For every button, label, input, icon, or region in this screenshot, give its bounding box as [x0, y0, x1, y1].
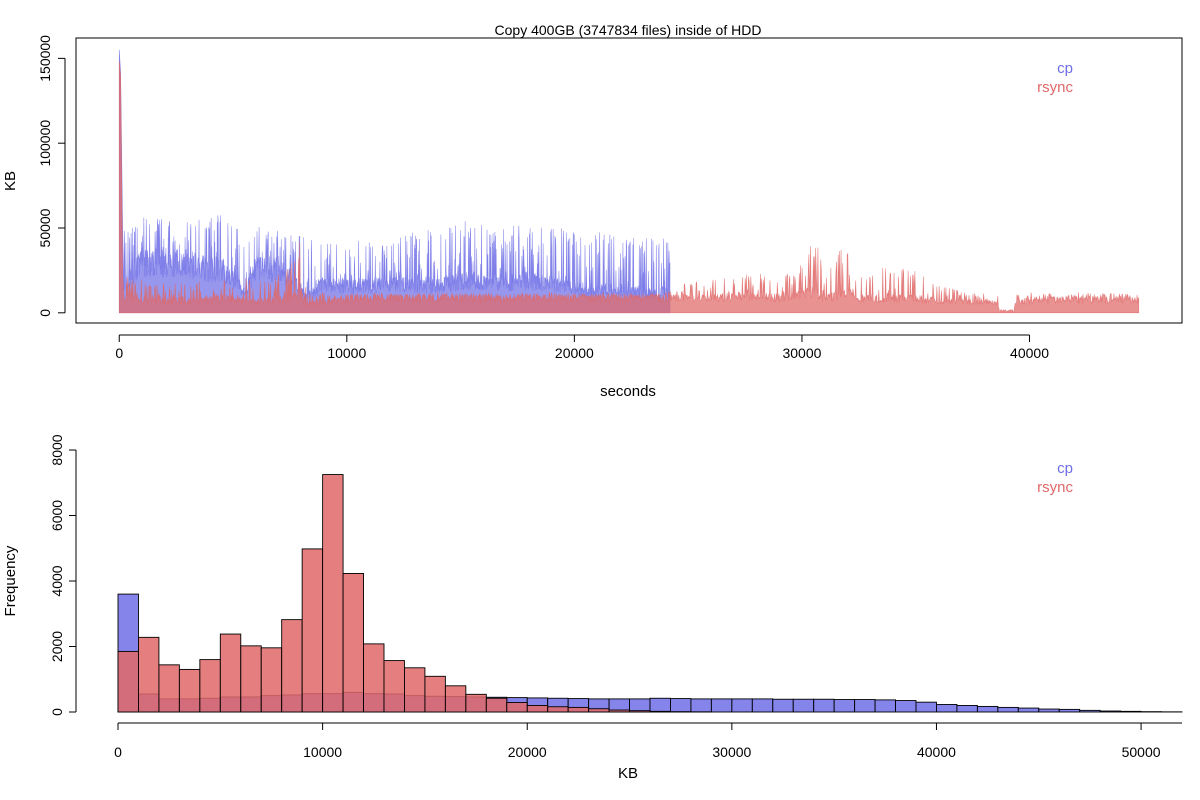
- bar-cp: [731, 698, 753, 713]
- x-tick-label: 30000: [782, 345, 821, 361]
- x-axis: 0 10000 20000 30000 40000: [115, 334, 1049, 361]
- histogram-plot-area: [117, 474, 1183, 713]
- x-tick-label: 20000: [508, 744, 547, 760]
- bar-rsync: [547, 706, 569, 713]
- x-tick-label: 0: [115, 345, 123, 361]
- time-series-plot-area: [118, 49, 1140, 314]
- histogram-panel: 0 10000 20000 30000 40000 50000 0 2000 4000 6000…: [2, 434, 1183, 782]
- x-tick-label: 20000: [555, 345, 594, 361]
- bar-cp: [670, 698, 692, 713]
- bar-cp: [1017, 707, 1040, 713]
- bar-rsync: [649, 710, 671, 713]
- x-tick-label: 50000: [1122, 744, 1161, 760]
- bar-cp: [976, 705, 999, 713]
- bar-rsync: [301, 548, 324, 713]
- series-cp: [118, 49, 671, 314]
- bar-cp: [936, 704, 958, 713]
- y-tick-label: 150000: [37, 35, 53, 82]
- bar-rsync: [199, 659, 221, 713]
- bar-cp: [997, 706, 1019, 713]
- bar-rsync: [322, 474, 344, 713]
- bar-cp: [751, 698, 774, 713]
- x-axis-title: seconds: [600, 383, 656, 400]
- bar-cp: [956, 705, 978, 713]
- bar-rsync: [526, 705, 549, 713]
- bar-rsync: [404, 667, 426, 713]
- y-tick-label: 4000: [49, 565, 65, 596]
- bar-rsync: [138, 636, 160, 713]
- x-tick-label: 40000: [917, 744, 956, 760]
- x-tick-label: 10000: [303, 744, 342, 760]
- y-axis: 0 50000 100000 150000: [37, 35, 66, 317]
- bar-cp: [772, 698, 794, 713]
- bar-cp: [1079, 709, 1101, 713]
- legend: cp rsync: [1037, 460, 1073, 496]
- bar-rsync: [444, 685, 467, 713]
- y-tick-label: 0: [37, 309, 53, 317]
- x-tick-label: 40000: [1010, 345, 1049, 361]
- bar-cp: [649, 697, 671, 713]
- plot-frame: [75, 37, 1183, 324]
- x-axis: 0 10000 20000 30000 40000 50000: [114, 722, 1182, 760]
- bar-rsync: [608, 709, 630, 713]
- bar-cp: [895, 700, 917, 713]
- bar-cp: [854, 699, 876, 713]
- bar-rsync: [219, 633, 242, 713]
- legend: cp rsync: [1037, 60, 1073, 96]
- bar-cp: [813, 698, 835, 713]
- legend-entry-rsync: rsync: [1037, 479, 1073, 496]
- x-tick-label: 30000: [712, 744, 751, 760]
- y-axis-title: Frequency: [2, 545, 19, 616]
- bar-rsync: [506, 702, 528, 713]
- y-tick-label: 8000: [49, 434, 65, 465]
- legend-entry-cp: cp: [1057, 60, 1073, 77]
- bar-cp: [710, 698, 733, 713]
- bar-rsync: [240, 645, 262, 713]
- series-rsync: [118, 61, 1140, 314]
- y-tick-label: 2000: [49, 631, 65, 662]
- x-axis-title: KB: [618, 765, 638, 782]
- bar-rsync: [567, 706, 590, 713]
- bar-cp: [792, 698, 815, 713]
- legend-entry-cp: cp: [1057, 460, 1073, 477]
- bar-rsync: [465, 693, 487, 713]
- y-tick-label: 100000: [37, 120, 53, 167]
- bar-cp: [1099, 710, 1122, 713]
- chart-title: Copy 400GB (3747834 files) inside of HDD: [495, 22, 762, 38]
- bar-rsync: [158, 664, 180, 713]
- y-tick-label: 50000: [37, 208, 53, 247]
- bar-rsync: [383, 660, 405, 713]
- time-series-panel: Copy 400GB (3747834 files) inside of HDD…: [2, 22, 1183, 400]
- bar-cp: [833, 699, 856, 713]
- bar-cp: [690, 698, 712, 713]
- bar-rsync: [260, 647, 283, 713]
- bar-rsync: [629, 710, 651, 713]
- bar-cp: [629, 698, 651, 713]
- y-tick-label: 0: [49, 708, 65, 716]
- y-tick-label: 6000: [49, 500, 65, 531]
- bar-rsync: [178, 668, 201, 713]
- bar-rsync: [342, 573, 364, 713]
- bar-rsync: [363, 643, 385, 713]
- bar-rsync: [424, 675, 446, 713]
- x-tick-label: 10000: [327, 345, 366, 361]
- legend-entry-rsync: rsync: [1037, 79, 1073, 96]
- bars-rsync: [117, 474, 712, 713]
- bar-rsync: [117, 650, 139, 713]
- y-axis-title: KB: [2, 171, 19, 191]
- bar-cp: [1058, 708, 1081, 713]
- x-tick-label: 0: [114, 744, 122, 760]
- y-axis: 0 2000 4000 6000 8000: [49, 434, 77, 716]
- bar-rsync: [588, 708, 610, 713]
- bar-cp: [915, 701, 937, 713]
- bar-cp: [874, 699, 896, 713]
- bar-rsync: [485, 697, 508, 713]
- bar-cp: [1120, 710, 1142, 713]
- bar-cp: [1038, 708, 1060, 713]
- bar-rsync: [281, 619, 303, 713]
